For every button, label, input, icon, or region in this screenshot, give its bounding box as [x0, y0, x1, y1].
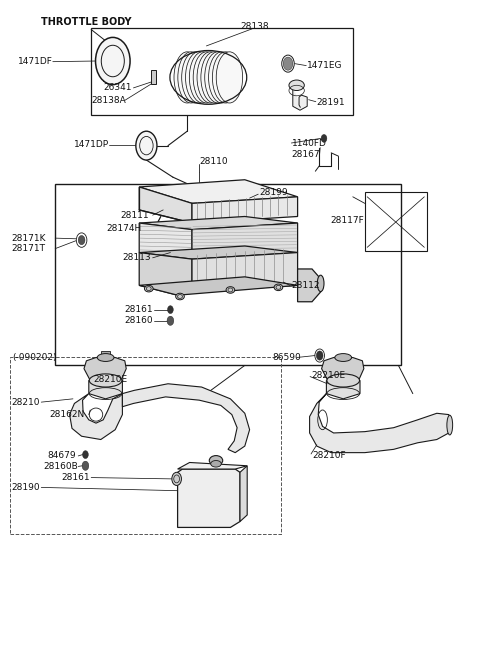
- Ellipse shape: [186, 52, 212, 103]
- Text: 28210E: 28210E: [311, 371, 345, 380]
- Ellipse shape: [327, 374, 360, 387]
- Text: 28210F: 28210F: [312, 451, 346, 461]
- Ellipse shape: [182, 52, 208, 103]
- Text: 28138A: 28138A: [91, 96, 126, 105]
- Polygon shape: [178, 469, 240, 527]
- Polygon shape: [322, 358, 364, 380]
- Circle shape: [136, 131, 157, 160]
- Text: 1140FD: 1140FD: [292, 138, 327, 148]
- Ellipse shape: [205, 52, 231, 103]
- Bar: [103, 76, 115, 81]
- Polygon shape: [139, 253, 192, 295]
- Ellipse shape: [209, 455, 223, 466]
- Text: 28162N: 28162N: [49, 410, 84, 419]
- Text: 28174H: 28174H: [107, 224, 142, 234]
- Bar: [101, 351, 110, 358]
- Text: 28138: 28138: [240, 22, 269, 31]
- Text: 28112: 28112: [291, 281, 319, 290]
- Polygon shape: [178, 462, 247, 469]
- Circle shape: [82, 461, 89, 470]
- Ellipse shape: [213, 52, 239, 103]
- Text: 28160B: 28160B: [43, 462, 78, 471]
- Polygon shape: [192, 223, 298, 259]
- Bar: [151, 70, 156, 84]
- Circle shape: [168, 306, 173, 314]
- Bar: [91, 28, 353, 115]
- Ellipse shape: [176, 293, 184, 300]
- Ellipse shape: [209, 52, 235, 103]
- Polygon shape: [139, 180, 298, 203]
- Ellipse shape: [447, 415, 453, 435]
- Ellipse shape: [174, 52, 201, 103]
- Text: 28161: 28161: [61, 473, 90, 482]
- Text: 28111: 28111: [120, 211, 149, 220]
- Polygon shape: [192, 253, 298, 292]
- Circle shape: [172, 472, 181, 485]
- Text: 86590: 86590: [272, 353, 301, 362]
- Text: 28210E: 28210E: [93, 375, 127, 384]
- Circle shape: [78, 236, 85, 245]
- Circle shape: [316, 351, 323, 360]
- PathPatch shape: [293, 85, 307, 110]
- Text: 28190: 28190: [11, 483, 40, 492]
- Polygon shape: [70, 394, 122, 440]
- Text: (-090202): (-090202): [12, 353, 57, 362]
- Ellipse shape: [274, 284, 283, 291]
- Text: 28160: 28160: [125, 316, 154, 325]
- Ellipse shape: [211, 461, 221, 467]
- Polygon shape: [139, 223, 192, 259]
- Polygon shape: [139, 246, 298, 259]
- Text: 28110: 28110: [199, 157, 228, 166]
- Polygon shape: [310, 394, 451, 453]
- Ellipse shape: [335, 354, 351, 361]
- Polygon shape: [84, 358, 126, 380]
- Ellipse shape: [289, 80, 304, 91]
- Polygon shape: [139, 277, 298, 295]
- Text: 28210: 28210: [11, 398, 39, 407]
- Ellipse shape: [197, 52, 224, 103]
- Text: 28113: 28113: [122, 253, 151, 262]
- Polygon shape: [298, 269, 321, 302]
- Text: 28167: 28167: [292, 150, 321, 159]
- Circle shape: [167, 316, 174, 325]
- Circle shape: [321, 134, 327, 142]
- Ellipse shape: [189, 52, 216, 103]
- Ellipse shape: [97, 354, 114, 361]
- Polygon shape: [240, 466, 247, 522]
- Ellipse shape: [216, 52, 242, 103]
- Text: 28117F: 28117F: [330, 216, 364, 225]
- Text: 84679: 84679: [47, 451, 76, 461]
- Polygon shape: [139, 187, 192, 223]
- Ellipse shape: [201, 52, 228, 103]
- Text: 26341: 26341: [103, 83, 132, 92]
- Polygon shape: [89, 380, 122, 399]
- Bar: [10, 357, 281, 534]
- Text: 1471DF: 1471DF: [18, 57, 53, 66]
- Polygon shape: [139, 216, 298, 230]
- Text: 1471EG: 1471EG: [307, 61, 343, 70]
- Text: 28199: 28199: [259, 188, 288, 197]
- Ellipse shape: [89, 374, 122, 387]
- Bar: [365, 192, 427, 251]
- Ellipse shape: [193, 52, 219, 103]
- Circle shape: [96, 37, 130, 85]
- Text: 28191: 28191: [317, 98, 346, 108]
- Ellipse shape: [317, 276, 324, 291]
- Ellipse shape: [178, 52, 204, 103]
- Circle shape: [283, 57, 293, 70]
- Text: 28161: 28161: [125, 305, 154, 314]
- Text: 28171K: 28171K: [11, 234, 46, 243]
- Polygon shape: [326, 380, 360, 399]
- Ellipse shape: [226, 287, 235, 293]
- Polygon shape: [122, 384, 250, 453]
- Ellipse shape: [144, 285, 153, 292]
- Text: THROTTLE BODY: THROTTLE BODY: [41, 17, 132, 28]
- Polygon shape: [192, 197, 298, 223]
- Bar: [55, 184, 401, 365]
- Circle shape: [83, 451, 88, 459]
- Text: 28171T: 28171T: [11, 244, 45, 253]
- Text: 1471DP: 1471DP: [74, 140, 109, 150]
